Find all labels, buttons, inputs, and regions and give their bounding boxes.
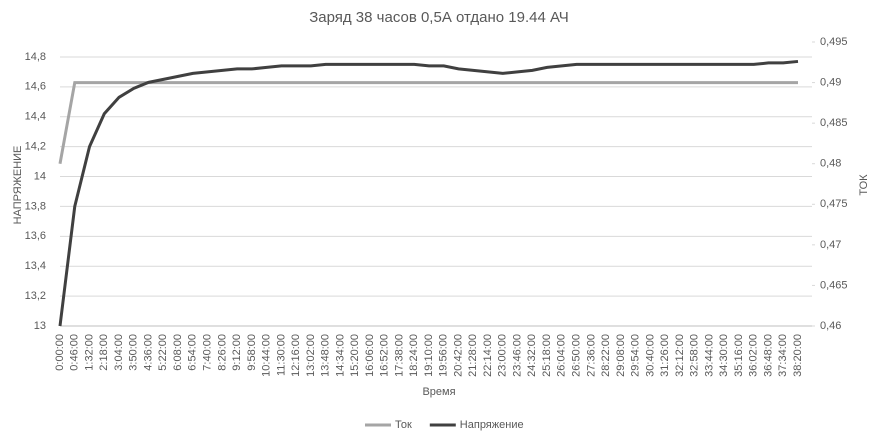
x-tick-label: 28:22:00 — [600, 334, 612, 377]
legend-label: Напряжение — [460, 419, 524, 431]
x-tick-label: 29:54:00 — [630, 334, 642, 377]
x-tick-label: 12:16:00 — [290, 334, 302, 377]
x-tick-label: 7:40:00 — [202, 334, 214, 371]
x-tick-label: 37:34:00 — [777, 334, 789, 377]
y-tick-label: 14,8 — [25, 51, 46, 63]
x-tick-label: 33:44:00 — [703, 334, 715, 377]
y2-axis-title: ТОК — [858, 174, 870, 196]
y-axis-title: Напряжение — [12, 146, 24, 225]
y-tick-label: 13 — [34, 320, 46, 332]
x-tick-label: 10:44:00 — [261, 334, 273, 377]
y2-tick-label: 0,475 — [820, 198, 848, 210]
y-tick-label: 13,6 — [25, 230, 46, 242]
x-tick-label: 32:58:00 — [689, 334, 701, 377]
x-tick-label: 19:10:00 — [423, 334, 435, 377]
x-tick-label: 19:56:00 — [438, 334, 450, 377]
x-tick-label: 13:48:00 — [320, 334, 332, 377]
x-tick-label: 25:18:00 — [541, 334, 553, 377]
y2-tick-label: 0,485 — [820, 117, 848, 129]
x-tick-label: 9:58:00 — [246, 334, 258, 371]
x-tick-label: 9:12:00 — [231, 334, 243, 371]
x-tick-label: 32:12:00 — [674, 334, 686, 377]
x-tick-label: 29:08:00 — [615, 334, 627, 377]
x-tick-label: 35:16:00 — [733, 334, 745, 377]
x-tick-label: 22:14:00 — [482, 334, 494, 377]
x-tick-label: 0:00:00 — [54, 334, 66, 371]
y2-tick-label: 0,465 — [820, 279, 848, 291]
x-tick-label: 23:00:00 — [497, 334, 509, 377]
x-tick-label: 27:36:00 — [585, 334, 597, 377]
chart-title: Заряд 38 часов 0,5А отдано 19.44 АЧ — [309, 9, 569, 26]
x-tick-label: 8:26:00 — [216, 334, 228, 371]
y-tick-label: 14 — [34, 170, 46, 182]
y2-tick-label: 0,49 — [820, 76, 841, 88]
x-tick-label: 15:20:00 — [349, 334, 361, 377]
x-tick-label: 21:28:00 — [467, 334, 479, 377]
x-tick-label: 36:02:00 — [748, 334, 760, 377]
x-tick-label: 26:04:00 — [556, 334, 568, 377]
x-tick-label: 2:18:00 — [98, 334, 110, 371]
x-tick-label: 31:26:00 — [659, 334, 671, 377]
x-tick-label: 6:54:00 — [187, 334, 199, 371]
x-tick-label: 6:08:00 — [172, 334, 184, 371]
x-tick-label: 26:50:00 — [571, 334, 583, 377]
y2-tick-label: 0,48 — [820, 158, 841, 170]
x-tick-label: 13:02:00 — [305, 334, 317, 377]
x-axis-title: Время — [422, 386, 455, 398]
legend-label: Ток — [395, 419, 412, 431]
y-tick-label: 13,2 — [25, 290, 46, 302]
x-tick-label: 14:34:00 — [334, 334, 346, 377]
x-tick-label: 18:24:00 — [408, 334, 420, 377]
x-tick-label: 16:52:00 — [379, 334, 391, 377]
x-tick-label: 38:20:00 — [792, 334, 804, 377]
y-tick-label: 13,8 — [25, 200, 46, 212]
y-tick-label: 13,4 — [25, 260, 46, 272]
y2-tick-label: 0,46 — [820, 320, 841, 332]
x-tick-label: 4:36:00 — [142, 334, 154, 371]
series-line — [58, 81, 798, 164]
x-tick-label: 3:50:00 — [128, 334, 140, 371]
y-tick-label: 14,6 — [25, 81, 46, 93]
x-tick-label: 17:38:00 — [393, 334, 405, 377]
x-tick-label: 0:46:00 — [69, 334, 81, 371]
x-tick-label: 16:06:00 — [364, 334, 376, 377]
x-tick-label: 24:32:00 — [526, 334, 538, 377]
x-tick-label: 23:46:00 — [511, 334, 523, 377]
x-tick-label: 3:04:00 — [113, 334, 125, 371]
x-tick-label: 11:30:00 — [275, 334, 287, 376]
series-line — [58, 59, 799, 327]
y2-tick-label: 0,495 — [820, 36, 848, 48]
y2-tick-label: 0,47 — [820, 239, 841, 251]
y-tick-label: 14,2 — [25, 141, 46, 153]
x-tick-label: 30:40:00 — [644, 334, 656, 377]
x-tick-label: 1:32:00 — [83, 334, 95, 371]
x-tick-label: 20:42:00 — [452, 334, 464, 377]
x-tick-label: 5:22:00 — [157, 334, 169, 371]
x-tick-label: 36:48:00 — [762, 334, 774, 377]
x-tick-label: 34:30:00 — [718, 334, 730, 377]
y-tick-label: 14,4 — [25, 111, 46, 123]
